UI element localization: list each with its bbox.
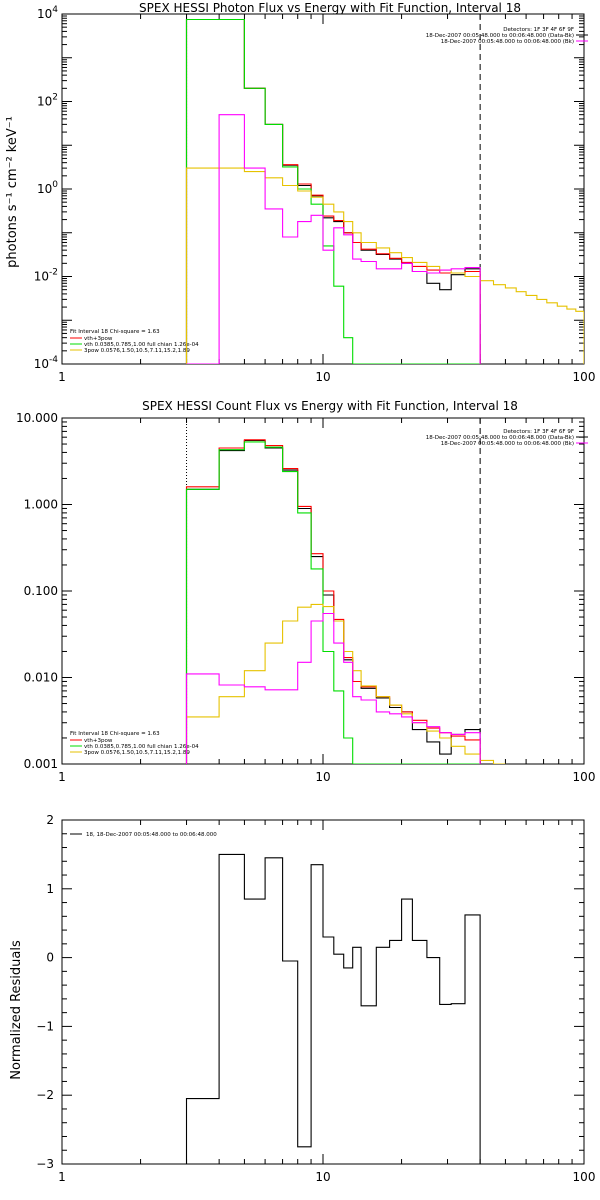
y-tick-label: 0.001 xyxy=(24,757,58,771)
histogram-series-line xyxy=(185,441,481,764)
info-line: Detectors: 1F 3F 4F 6F 9F xyxy=(503,27,574,33)
panel-title: SPEX HESSI Photon Flux vs Energy with Fi… xyxy=(139,1,521,15)
panel-count-flux: SPEX HESSI Count Flux vs Energy with Fit… xyxy=(16,399,595,784)
series-group xyxy=(185,18,584,364)
y-tick-label: 102 xyxy=(37,93,58,109)
x-tick-label: 10 xyxy=(315,370,330,384)
y-axis-label: photons s⁻¹ cm⁻² keV⁻¹ xyxy=(5,116,20,268)
legend-label: 18, 18-Dec-2007 00:05:48.000 to 00:06:48… xyxy=(86,832,217,838)
y-tick-label: 0.100 xyxy=(24,584,58,598)
info-line: 18-Dec-2007 00:05:48.000 to 00:06:48.000… xyxy=(441,39,574,45)
y-tick-label: −3 xyxy=(36,1157,54,1171)
histogram-series-line xyxy=(185,603,506,764)
legend-label: 3pow 0.0576,1.50,10.5,7.11,15.2,1.89 xyxy=(84,750,190,756)
x-tick-label: 10 xyxy=(315,770,330,784)
legend-label: vth 0.0385,0.785,1.00 full chian 1.26e-0… xyxy=(84,342,199,348)
x-tick-label: 100 xyxy=(573,770,596,784)
histogram-series-line xyxy=(185,439,481,764)
panel-residuals: Normalized Residuals 18, 18-Dec-2007 00:… xyxy=(9,813,595,1184)
y-axis-label: Normalized Residuals xyxy=(9,940,24,1080)
legend-label: vth+3pow xyxy=(84,738,113,744)
histogram-series-line xyxy=(185,612,481,764)
panel-title: SPEX HESSI Count Flux vs Energy with Fit… xyxy=(142,399,518,413)
histogram-series-line xyxy=(186,114,481,364)
y-tick-label: 100 xyxy=(37,180,58,196)
info-line: 18-Dec-2007 00:05:48.000 to 00:06:48.000… xyxy=(441,441,574,447)
y-tick-label: 10-4 xyxy=(34,355,59,371)
y-tick-label: 2 xyxy=(46,813,54,827)
y-tick-label: 0 xyxy=(46,951,54,965)
legend-header: Fit Interval 18 Chi-square = 1.63 xyxy=(70,731,160,737)
plot-frame xyxy=(61,13,585,365)
histogram-series-line xyxy=(185,18,481,364)
panel-photon-flux: SPEX HESSI Photon Flux vs Energy with Fi… xyxy=(5,1,595,384)
histogram-series-line xyxy=(185,18,481,364)
y-tick-label: 10.000 xyxy=(16,411,58,425)
legend-label: vth 0.0385,0.785,1.00 full chian 1.26e-0… xyxy=(84,744,199,750)
legend-label: vth+3pow xyxy=(84,336,113,342)
series-group xyxy=(185,853,481,1164)
y-tick-label: −1 xyxy=(36,1019,54,1033)
y-tick-label: 10-2 xyxy=(34,268,58,284)
series-group xyxy=(185,439,506,764)
y-tick-label: −2 xyxy=(36,1088,54,1102)
info-line: 18-Dec-2007 00:05:48.000 to 00:06:48.000… xyxy=(426,33,574,39)
x-tick-label: 1 xyxy=(58,370,66,384)
histogram-series-line xyxy=(185,853,481,1164)
legend-label: 3pow 0.0576,1.50,10.5,7.11,15.2,1.89 xyxy=(84,348,190,354)
y-tick-label: 104 xyxy=(37,5,58,21)
y-tick-label: 1.000 xyxy=(24,498,58,512)
x-tick-label: 1 xyxy=(58,770,66,784)
info-line: 18-Dec-2007 00:05:48.000 to 00:06:48.000… xyxy=(426,435,574,441)
histogram-series-line xyxy=(185,18,481,364)
y-tick-label: 0.010 xyxy=(24,671,58,685)
y-tick-label: 1 xyxy=(46,882,54,896)
legend-header: Fit Interval 18 Chi-square = 1.63 xyxy=(70,329,160,335)
x-tick-label: 100 xyxy=(573,370,596,384)
info-line: Detectors: 1F 3F 4F 6F 9F xyxy=(503,429,574,435)
histogram-series-line xyxy=(185,167,584,364)
x-tick-label: 10 xyxy=(315,1170,330,1184)
x-tick-label: 1 xyxy=(58,1170,66,1184)
x-tick-label: 100 xyxy=(573,1170,596,1184)
